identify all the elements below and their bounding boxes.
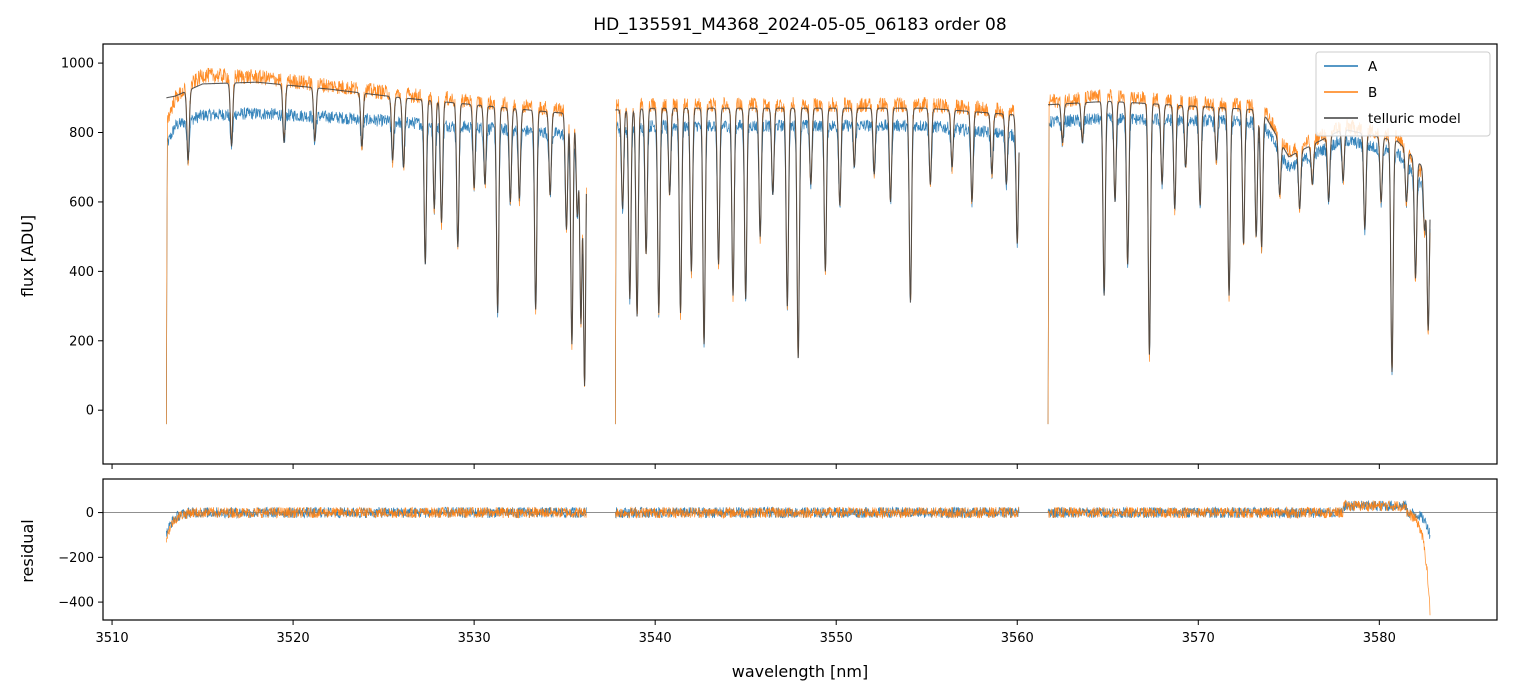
top-x-ticks <box>111 464 1380 469</box>
x-axis-label: wavelength [nm] <box>732 662 869 681</box>
bottom-y-tick-label: −400 <box>58 596 94 611</box>
series-line-telluric-model-segment-2 <box>615 107 1020 359</box>
bottom-y-tick-label: −200 <box>58 551 94 566</box>
bottom-x-tick-label: 3550 <box>820 631 853 646</box>
bottom-x-tick-label: 3530 <box>458 631 491 646</box>
residual-line-b-segment-1 <box>166 506 587 543</box>
bottom-panel: 0−200−400 3510 3520 3530 3540 3550 3560 3570 35… <box>18 478 1498 681</box>
chart-title: HD_135591_M4368_2024-05-05_06183 order 0… <box>593 15 1006 35</box>
bottom-x-axis: 3510 3520 3530 3540 3550 3560 3570 3580 <box>96 620 1396 646</box>
top-y-tick-label: 400 <box>69 265 94 280</box>
legend-label-a: A <box>1368 59 1378 75</box>
bottom-plot-area <box>103 499 1497 616</box>
legend-label-telluric: telluric model <box>1368 111 1461 127</box>
bottom-x-tick-label: 3520 <box>277 631 310 646</box>
bottom-x-tick-label: 3540 <box>639 631 672 646</box>
top-axes-frame <box>102 43 1498 465</box>
bottom-y-axis: 0 −200 −400 <box>58 506 103 611</box>
legend: A B telluric model <box>1315 51 1491 137</box>
bottom-y-axis-label: residual <box>18 519 37 582</box>
series-line-a-segment-2 <box>614 119 1020 425</box>
residual-line-b-segment-3 <box>1047 499 1431 616</box>
series-line-a-segment-1 <box>166 106 587 425</box>
bottom-x-tick-label: 3510 <box>96 631 129 646</box>
bottom-axes-frame <box>102 478 1498 621</box>
series-line-telluric-model-segment-3 <box>1047 100 1431 373</box>
bottom-x-tick-label: 3580 <box>1363 631 1396 646</box>
top-y-axis-label: flux [ADU] <box>18 215 37 297</box>
top-y-axis: 0 200 400 600 800 1000 <box>61 57 103 419</box>
top-y-tick-label: 1000 <box>61 57 94 72</box>
top-panel: 0 200 400 600 800 1000 flux [ADU] A B telluri… <box>18 43 1498 469</box>
top-y-tick-label: 600 <box>69 195 94 210</box>
top-y-tick-label: 800 <box>69 126 94 141</box>
top-plot-area <box>166 67 1431 425</box>
top-y-tick-label: 0 <box>86 404 94 419</box>
series-line-telluric-model-segment-1 <box>166 81 587 387</box>
bottom-x-tick-label: 3560 <box>1001 631 1034 646</box>
residual-line-b-segment-2 <box>615 506 1020 520</box>
legend-box <box>1315 51 1491 137</box>
bottom-x-tick-label: 3570 <box>1182 631 1215 646</box>
legend-label-b: B <box>1368 85 1377 101</box>
series-line-a-segment-3 <box>1047 112 1431 425</box>
series-line-b-segment-2 <box>614 96 1020 425</box>
bottom-y-tick-label: 0 <box>86 506 94 521</box>
top-y-tick-label: 200 <box>69 334 94 349</box>
